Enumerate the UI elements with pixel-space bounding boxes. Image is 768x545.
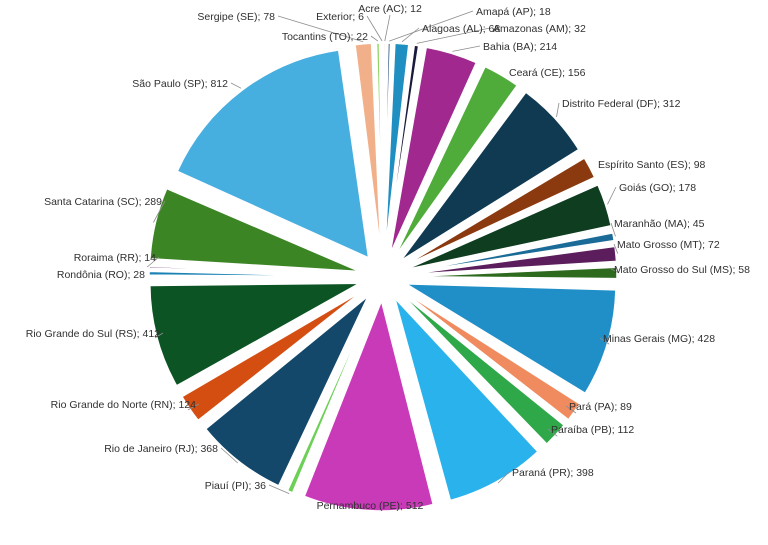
slice-sergipe-se	[354, 42, 382, 254]
slices-group	[148, 42, 618, 512]
leader-lines-group	[146, 10, 620, 494]
leader-line-santa-catarina-sc	[153, 200, 166, 223]
data-label-roraima-rr: Roraima (RR); 14	[74, 252, 156, 264]
slice-tocantins-to	[375, 42, 384, 254]
slice-maranhao-ma	[406, 232, 616, 274]
data-label-sergipe-se: Sergipe (SE); 78	[197, 11, 275, 23]
slice-espirito-santo-es	[403, 156, 596, 267]
slice-parana-pr	[393, 297, 539, 502]
data-labels-group: Acre (AC); 12 Amapá (AP); 18 Alagoas (AL);…	[26, 3, 750, 512]
slice-bahia-ba	[389, 46, 478, 255]
slice-mato-grosso-do-sul-ms	[406, 266, 618, 280]
data-label-piaui-pi: Piauí (PI); 36	[205, 480, 266, 492]
leader-line-goias-go	[607, 186, 617, 205]
slice-roraima-rr	[148, 265, 360, 277]
data-label-para-pa: Pará (PA); 89	[569, 401, 632, 413]
data-label-rondonia-ro: Rondônia (RO); 28	[57, 269, 145, 281]
leader-line-roraima-rr	[146, 256, 160, 268]
data-label-amapa-ap: Amapá (AP); 18	[476, 6, 551, 18]
leader-line-amapa-ap	[389, 10, 474, 42]
data-label-exterior: Exterior; 6	[316, 11, 364, 23]
slice-rondonia-ro	[148, 270, 360, 278]
leader-line-mato-grosso-mt	[613, 243, 619, 254]
leader-line-acre-ac	[384, 14, 391, 42]
data-label-paraiba-pb: Paraíba (PB); 112	[551, 424, 634, 436]
data-label-rio-grande-do-norte-rn: Rio Grande do Norte (RN); 124	[51, 399, 196, 411]
leader-line-sergipe-se	[277, 15, 364, 43]
leader-line-exterior	[366, 15, 383, 42]
data-label-distrito-federal-df: Distrito Federal (DF); 312	[562, 98, 681, 110]
leader-line-alagoas-al	[401, 27, 420, 43]
leader-line-bahia-ba	[452, 45, 481, 52]
slice-minas-gerais-mg	[403, 282, 617, 395]
data-label-santa-catarina-sc: Santa Catarina (SC); 289	[44, 196, 162, 208]
slice-amazonas-am	[385, 44, 420, 254]
leader-line-parana-pr	[497, 471, 510, 484]
data-label-acre-ac: Acre (AC); 12	[358, 3, 422, 15]
data-label-tocantins-to: Tocantins (TO); 22	[282, 31, 368, 43]
slice-amapa-ap	[382, 42, 392, 254]
data-label-minas-gerais-mg: Minas Gerais (MG); 428	[603, 333, 715, 345]
data-label-goias-go: Goiás (GO); 178	[619, 182, 696, 194]
slice-santa-catarina-sc	[149, 187, 360, 273]
leader-line-minas-gerais-mg	[599, 337, 610, 345]
slice-alagoas-al	[384, 42, 410, 254]
data-label-espirito-santo-es: Espírito Santo (ES); 98	[598, 159, 706, 171]
leader-line-tocantins-to	[370, 35, 379, 42]
data-label-rio-de-janeiro-rj: Rio de Janeiro (RJ); 368	[104, 443, 218, 455]
leader-line-rio-de-janeiro-rj	[220, 447, 239, 464]
leader-line-piaui-pi	[268, 484, 290, 494]
data-label-mato-grosso-mt: Mato Grosso (MT); 72	[617, 239, 720, 251]
slice-rio-grande-do-sul-rs	[149, 282, 361, 387]
data-label-rio-grande-do-sul-rs: Rio Grande do Sul (RS); 412	[26, 328, 160, 340]
data-label-ceara-ce: Ceará (CE); 156	[509, 67, 586, 79]
leader-line-paraiba-pb	[547, 428, 558, 437]
slice-ceara-ce	[394, 65, 519, 257]
slice-pernambuco-pe	[303, 298, 435, 512]
data-label-mato-grosso-do-sul-ms: Mato Grosso do Sul (MS); 58	[614, 264, 750, 276]
data-label-alagoas-al: Alagoas (AL); 68	[422, 23, 500, 35]
slice-goias-go	[405, 183, 613, 271]
slice-distrito-federal-df	[400, 91, 580, 262]
data-label-parana-pr: Paraná (PR); 398	[512, 467, 594, 479]
slice-sao-paulo-sp	[176, 49, 370, 260]
leader-line-para-pa	[565, 405, 577, 414]
slice-exterior	[380, 42, 384, 254]
slice-acre-ac	[382, 42, 387, 254]
leader-line-rio-grande-do-norte-rn	[187, 403, 200, 411]
slice-rio-de-janeiro-rj	[204, 295, 369, 487]
data-label-sao-paulo-sp: São Paulo (SP); 812	[132, 78, 228, 90]
slice-piaui-pi	[286, 298, 375, 494]
data-label-pernambuco-pe: Pernambuco (PE); 512	[317, 500, 424, 512]
leader-line-distrito-federal-df	[556, 102, 560, 118]
data-label-amazonas-am: Amazonas (AM); 32	[493, 23, 586, 35]
leader-line-rio-grande-do-sul-rs	[154, 332, 164, 339]
leader-line-maranhao-ma	[610, 222, 616, 237]
data-label-maranhao-ma: Maranhão (MA); 45	[614, 218, 705, 230]
data-label-bahia-ba: Bahia (BA); 214	[483, 41, 557, 53]
leader-line-sao-paulo-sp	[230, 82, 242, 89]
leader-line-amazonas-am	[416, 27, 491, 44]
leader-line-mato-grosso-do-sul-ms	[610, 268, 620, 274]
